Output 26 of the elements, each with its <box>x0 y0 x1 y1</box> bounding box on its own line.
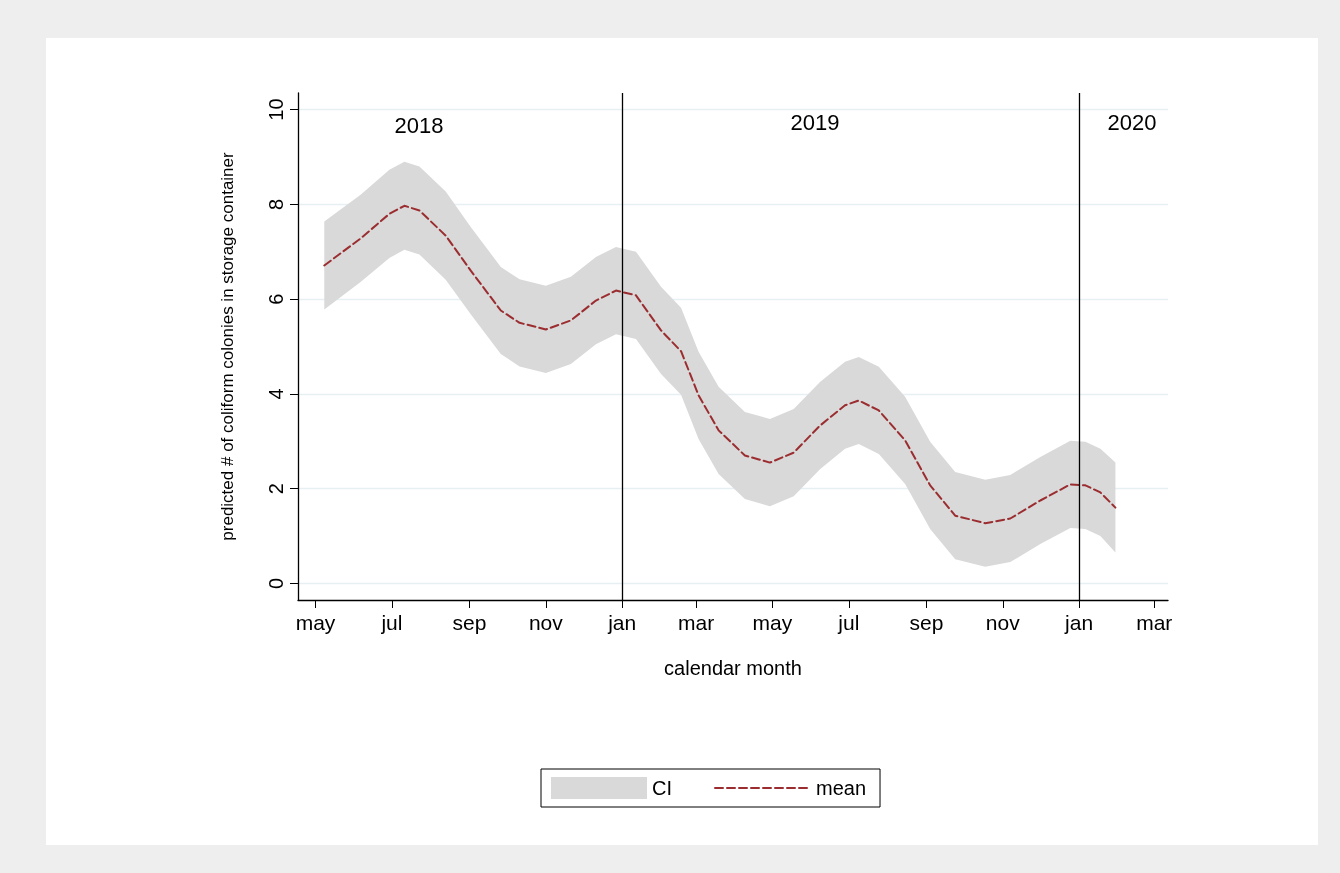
x-tick-label: jul <box>837 611 860 634</box>
line-series <box>323 204 1117 525</box>
x-axis-title: calendar month <box>664 657 802 679</box>
x-tick-label: mar <box>1136 611 1173 634</box>
y-tick-label: 10 <box>265 98 287 121</box>
y-tick-label: 2 <box>265 483 287 495</box>
y-tick-label: 4 <box>265 388 287 400</box>
x-tick-label: jul <box>380 611 403 634</box>
annotation: 2020 <box>1107 109 1157 135</box>
x-tick-label: jan <box>607 611 637 634</box>
x-tick-label: may <box>295 611 336 634</box>
x-tick-label: nov <box>528 611 564 634</box>
y-axis-title: predicted # of coliform colonies in storage container <box>218 151 237 541</box>
x-tick-label: sep <box>452 611 487 634</box>
x-tick-label: jan <box>1064 611 1094 634</box>
y-tick-label: 0 <box>265 577 287 589</box>
legend-label: mean <box>816 777 867 799</box>
y-tick-label: 8 <box>265 198 287 210</box>
y-tick-label: 6 <box>265 293 287 305</box>
x-tick-label: mar <box>677 611 715 634</box>
annotation: 2018 <box>394 112 444 138</box>
text: CI <box>652 777 672 799</box>
x-tick-label: nov <box>985 611 1021 634</box>
x-tick-label: sep <box>909 611 944 634</box>
x-tick-label: may <box>752 611 793 634</box>
annotation: 2019 <box>790 109 840 135</box>
